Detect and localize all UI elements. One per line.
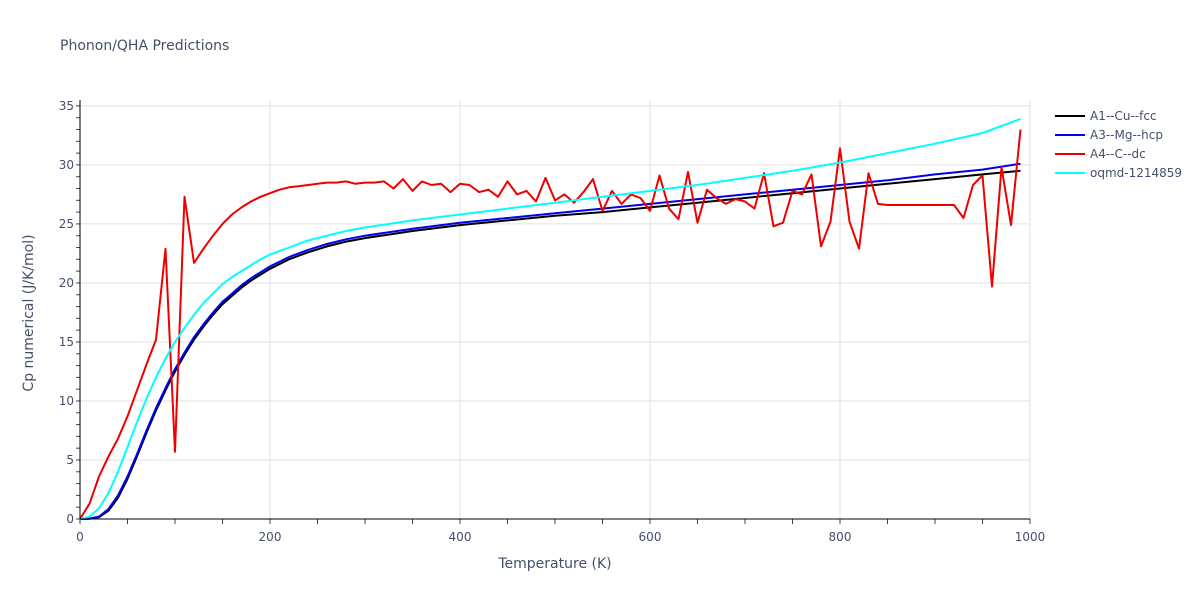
y-tick-label: 20	[59, 276, 74, 290]
legend-item[interactable]: A4--C--dc	[1055, 147, 1146, 161]
x-tick-label: 200	[259, 530, 282, 544]
y-axis-title: Cp numerical (J/K/mol)	[21, 234, 37, 391]
series-line-A3--Mg--hcp	[79, 162, 1021, 520]
series-line-A4--C--dc	[79, 129, 1022, 520]
x-tick-label: 600	[639, 530, 662, 544]
series-line-oqmd-1214859	[79, 117, 1021, 520]
y-tick-label: 25	[59, 217, 74, 231]
chart-title: Phonon/QHA Predictions	[60, 38, 229, 54]
y-tick-label: 30	[59, 158, 74, 172]
series-group	[79, 117, 1022, 520]
y-tick-label: 35	[59, 99, 74, 113]
grid-lines	[80, 100, 1031, 519]
y-tick-label: 5	[66, 453, 74, 467]
legend-label: oqmd-1214859	[1090, 166, 1182, 180]
x-tick-label: 800	[829, 530, 852, 544]
legend: A1--Cu--fcc A3--Mg--hcp A4--C--dc oqmd-1214…	[1055, 109, 1182, 180]
x-tick-label: 1000	[1015, 530, 1046, 544]
y-tick-label: 0	[66, 512, 74, 526]
x-axis-title: Temperature (K)	[497, 556, 611, 572]
x-tick-label: 400	[449, 530, 472, 544]
y-tick-label: 15	[59, 335, 74, 349]
legend-label: A4--C--dc	[1090, 147, 1146, 161]
legend-item[interactable]: A1--Cu--fcc	[1055, 109, 1157, 123]
series-line-A1--Cu--fcc	[79, 169, 1021, 520]
legend-label: A3--Mg--hcp	[1090, 128, 1163, 142]
axes: 0 200 400 600 800 1000 0 5 10 15 20 25 30 35	[59, 99, 1046, 544]
x-tick-label: 0	[76, 530, 84, 544]
legend-item[interactable]: oqmd-1214859	[1055, 166, 1182, 180]
legend-item[interactable]: A3--Mg--hcp	[1055, 128, 1163, 142]
y-tick-label: 10	[59, 394, 74, 408]
legend-label: A1--Cu--fcc	[1090, 109, 1157, 123]
